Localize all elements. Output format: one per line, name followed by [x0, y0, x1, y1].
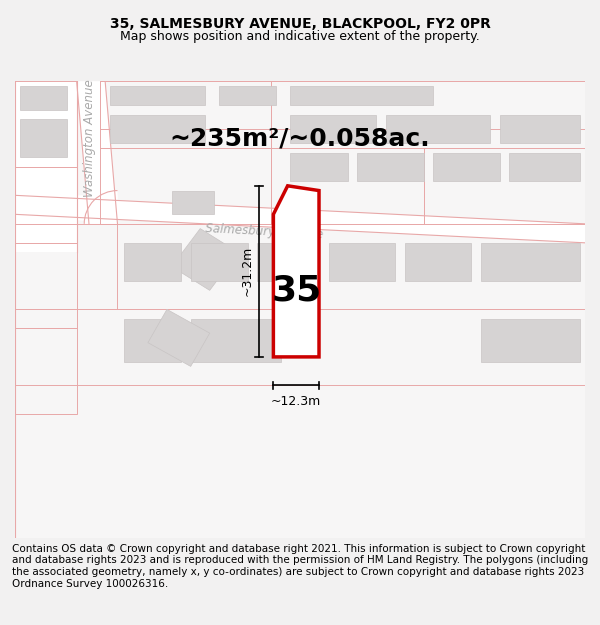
Polygon shape	[509, 152, 580, 181]
Polygon shape	[20, 119, 67, 158]
Polygon shape	[15, 81, 77, 252]
Text: ~31.2m: ~31.2m	[241, 246, 253, 296]
Polygon shape	[290, 114, 376, 143]
Polygon shape	[500, 114, 580, 143]
Polygon shape	[274, 186, 319, 357]
Text: Map shows position and indicative extent of the property.: Map shows position and indicative extent…	[120, 30, 480, 42]
Polygon shape	[124, 243, 181, 281]
Text: ~235m²/~0.058ac.: ~235m²/~0.058ac.	[170, 126, 430, 150]
Polygon shape	[404, 243, 471, 281]
Polygon shape	[290, 152, 347, 181]
Polygon shape	[481, 319, 580, 362]
Text: Contains OS data © Crown copyright and database right 2021. This information is : Contains OS data © Crown copyright and d…	[12, 544, 588, 589]
Polygon shape	[257, 243, 319, 281]
Polygon shape	[110, 114, 205, 143]
Wedge shape	[84, 191, 118, 224]
Polygon shape	[481, 243, 580, 281]
Polygon shape	[329, 243, 395, 281]
Polygon shape	[124, 319, 181, 362]
Polygon shape	[386, 114, 490, 143]
Polygon shape	[357, 152, 424, 181]
Polygon shape	[15, 195, 585, 243]
Polygon shape	[290, 86, 433, 105]
Polygon shape	[148, 309, 210, 366]
Text: ~12.3m: ~12.3m	[271, 395, 322, 408]
Polygon shape	[110, 86, 205, 105]
Polygon shape	[15, 195, 118, 224]
Polygon shape	[172, 191, 214, 214]
Polygon shape	[191, 243, 248, 281]
Polygon shape	[77, 81, 118, 224]
Polygon shape	[20, 86, 67, 110]
Polygon shape	[433, 152, 500, 181]
Polygon shape	[191, 319, 281, 362]
Text: 35, SALMESBURY AVENUE, BLACKPOOL, FY2 0PR: 35, SALMESBURY AVENUE, BLACKPOOL, FY2 0P…	[110, 17, 490, 31]
Text: Washington Avenue: Washington Avenue	[83, 79, 97, 197]
Polygon shape	[219, 86, 276, 105]
Text: 35: 35	[271, 273, 322, 308]
Text: Salmesbury Avenue: Salmesbury Avenue	[205, 222, 323, 241]
Polygon shape	[172, 229, 238, 291]
